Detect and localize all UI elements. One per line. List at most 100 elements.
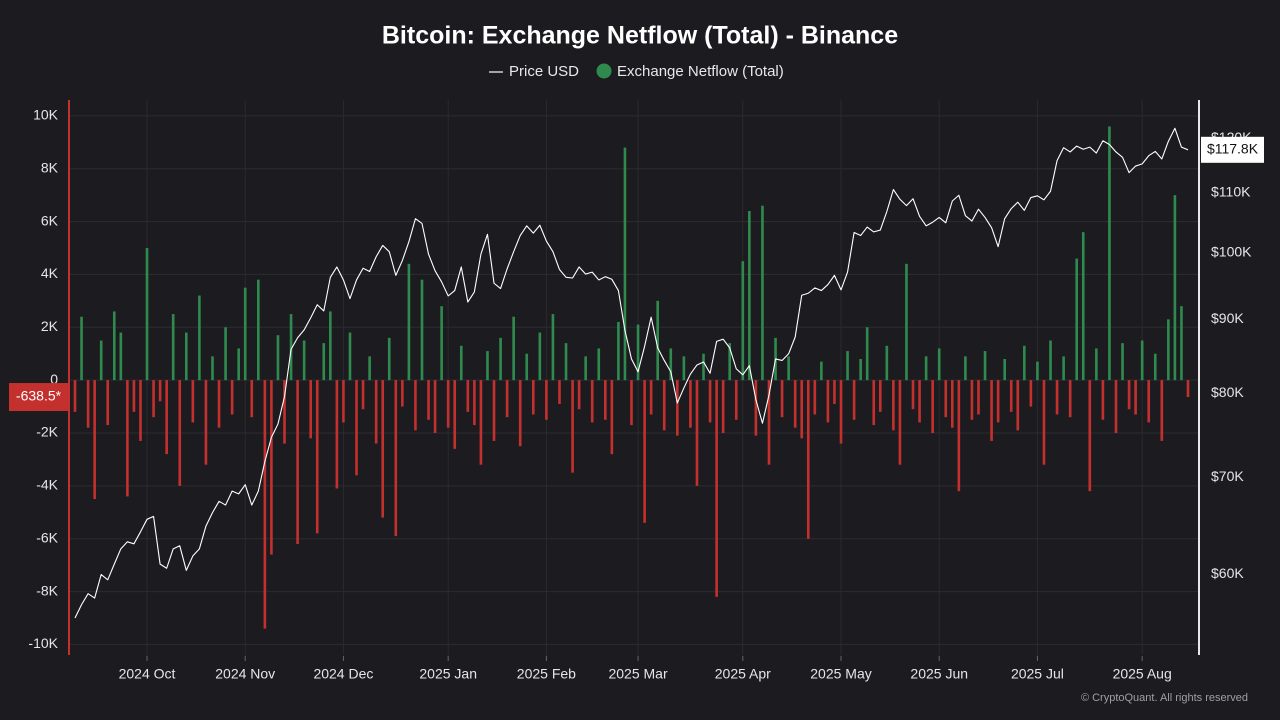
bar (1016, 380, 1020, 431)
bar (165, 380, 168, 455)
bar (427, 380, 430, 420)
bar (944, 380, 948, 418)
bar (139, 380, 142, 441)
bar (918, 380, 921, 423)
bar (505, 380, 509, 418)
x-tick-label: 2025 Jun (910, 666, 968, 682)
bar (617, 322, 620, 381)
y-tick-label: -8K (36, 582, 58, 598)
bar (283, 380, 286, 444)
bar (970, 380, 974, 420)
bar (387, 337, 391, 381)
bar (643, 380, 646, 523)
x-tick-label: 2024 Dec (313, 666, 373, 682)
bar (610, 380, 614, 455)
bar (604, 380, 607, 420)
bar (820, 361, 823, 381)
bar (630, 380, 633, 426)
bar (813, 380, 817, 415)
bar (761, 205, 764, 381)
bars (73, 126, 1190, 629)
bar (86, 380, 90, 428)
bar (198, 295, 201, 381)
bar (329, 311, 332, 381)
bar (905, 263, 908, 381)
bar (342, 380, 345, 423)
bar (1055, 380, 1059, 415)
bar (270, 380, 273, 555)
bar (1127, 380, 1131, 410)
bar (525, 353, 529, 381)
bar (446, 380, 450, 428)
bar (983, 351, 987, 381)
value-label-box (9, 383, 68, 412)
bar (545, 380, 548, 420)
bar (702, 353, 705, 381)
bar (243, 287, 247, 381)
y2-tick-label: $80K (1211, 384, 1244, 400)
y2-tick-label: $110K (1211, 184, 1251, 200)
bar (865, 327, 869, 381)
x-tick-label: 2025 May (810, 666, 871, 682)
bar (767, 380, 771, 465)
bar (1023, 345, 1026, 381)
bar (322, 343, 326, 381)
bar (1088, 380, 1092, 492)
bar (1147, 380, 1151, 423)
bar (1114, 380, 1118, 433)
bar (407, 263, 411, 381)
x-tick-label: 2025 Mar (608, 666, 667, 682)
bar (748, 211, 751, 381)
x-tick-label: 2024 Oct (119, 666, 176, 682)
y-tick-label: -6K (36, 529, 58, 545)
x-tick-label: 2025 Apr (715, 666, 771, 682)
bar (440, 306, 443, 381)
bar (361, 380, 365, 410)
bar (1186, 380, 1190, 398)
bar (964, 356, 967, 381)
bar (911, 380, 915, 410)
bar (669, 348, 673, 381)
bar (112, 311, 116, 381)
bar (1173, 195, 1177, 381)
bar (577, 380, 581, 410)
bar (381, 380, 385, 518)
bar (453, 380, 457, 449)
y-tick-label: 8K (41, 159, 59, 175)
chart-title: Bitcoin: Exchange Netflow (Total) - Bina… (382, 22, 898, 50)
bar (368, 356, 371, 381)
x-tick-label: 2025 Aug (1113, 666, 1172, 682)
bar (152, 380, 155, 418)
y-tick-label: 6K (41, 212, 59, 228)
bar (237, 348, 240, 381)
bar (1068, 380, 1072, 418)
bar (754, 380, 758, 436)
lines (74, 127, 1189, 619)
bar (924, 356, 928, 381)
bar (1062, 356, 1065, 381)
bar (263, 380, 267, 629)
bar (715, 380, 718, 597)
bar (518, 380, 522, 447)
bar (1101, 380, 1105, 420)
bar (1153, 353, 1157, 381)
bar (1140, 340, 1144, 381)
bar (132, 380, 136, 412)
bar (1049, 340, 1052, 381)
bar (682, 356, 686, 381)
y-tick-label: -10K (28, 635, 58, 651)
bar (728, 343, 732, 381)
bar (721, 380, 725, 433)
bar (276, 335, 280, 381)
bar (119, 332, 123, 381)
bar (996, 380, 1000, 423)
bar (662, 380, 666, 431)
bar (204, 380, 208, 465)
bar (1003, 359, 1006, 381)
bar (335, 380, 339, 489)
bar (538, 332, 542, 381)
bar (1081, 232, 1085, 381)
x-tick-label: 2024 Nov (215, 666, 275, 682)
bar (99, 340, 103, 381)
